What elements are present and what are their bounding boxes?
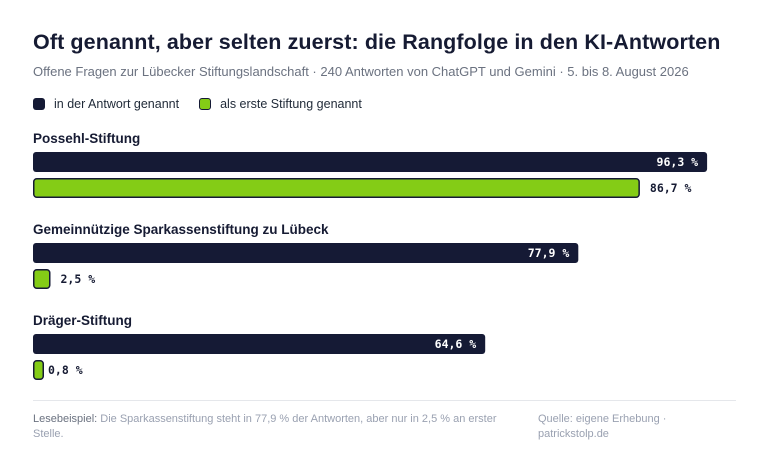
legend-swatch-genannt [33, 98, 45, 110]
bar-genannt-cat-1 [33, 243, 579, 263]
reading-example-text: Die Sparkassenstiftung steht in 77,9 % d… [33, 413, 497, 440]
legend-label-genannt: in der Antwort genannt [54, 97, 180, 111]
bar-erste-cat-1 [33, 269, 51, 289]
chart-title: Oft genannt, aber selten zuerst: die Ran… [33, 30, 721, 54]
value-label-erste-cat-0: 86,7 % [650, 181, 692, 195]
category-label-cat-0: Possehl-Stiftung [33, 131, 140, 146]
reading-example-lead: Lesebeispiel: [33, 413, 98, 425]
source-note: Quelle: eigene Erhebung · patrickstolp.d… [538, 413, 667, 440]
value-label-erste-cat-2: 0,8 % [48, 363, 83, 377]
footer-divider [33, 400, 736, 401]
legend: in der Antwort genannt als erste Stiftun… [33, 97, 382, 111]
chart-subtitle: Offene Fragen zur Lübecker Stiftungsland… [33, 64, 689, 79]
category-label-cat-2: Dräger-Stiftung [33, 313, 132, 328]
bar-genannt-cat-0 [33, 152, 708, 172]
value-label-erste-cat-1: 2,5 % [61, 272, 96, 286]
value-label-genannt-cat-2: 64,6 % [435, 337, 477, 351]
bar-erste-cat-0 [33, 178, 640, 198]
legend-swatch-erste [199, 98, 212, 110]
legend-item-genannt: in der Antwort genannt [33, 97, 179, 111]
category-label-cat-1: Gemeinnützige Sparkassenstiftung zu Lübe… [33, 222, 329, 237]
bar-genannt-cat-2 [33, 334, 486, 354]
legend-item-erste: als erste Stiftung genannt [199, 97, 362, 111]
bar-erste-cat-2 [33, 360, 44, 380]
value-label-genannt-cat-1: 77,9 % [528, 246, 570, 260]
reading-example: Lesebeispiel: Die Sparkassenstiftung ste… [33, 412, 503, 442]
legend-label-erste: als erste Stiftung genannt [220, 97, 362, 111]
value-label-genannt-cat-0: 96,3 % [657, 155, 699, 169]
